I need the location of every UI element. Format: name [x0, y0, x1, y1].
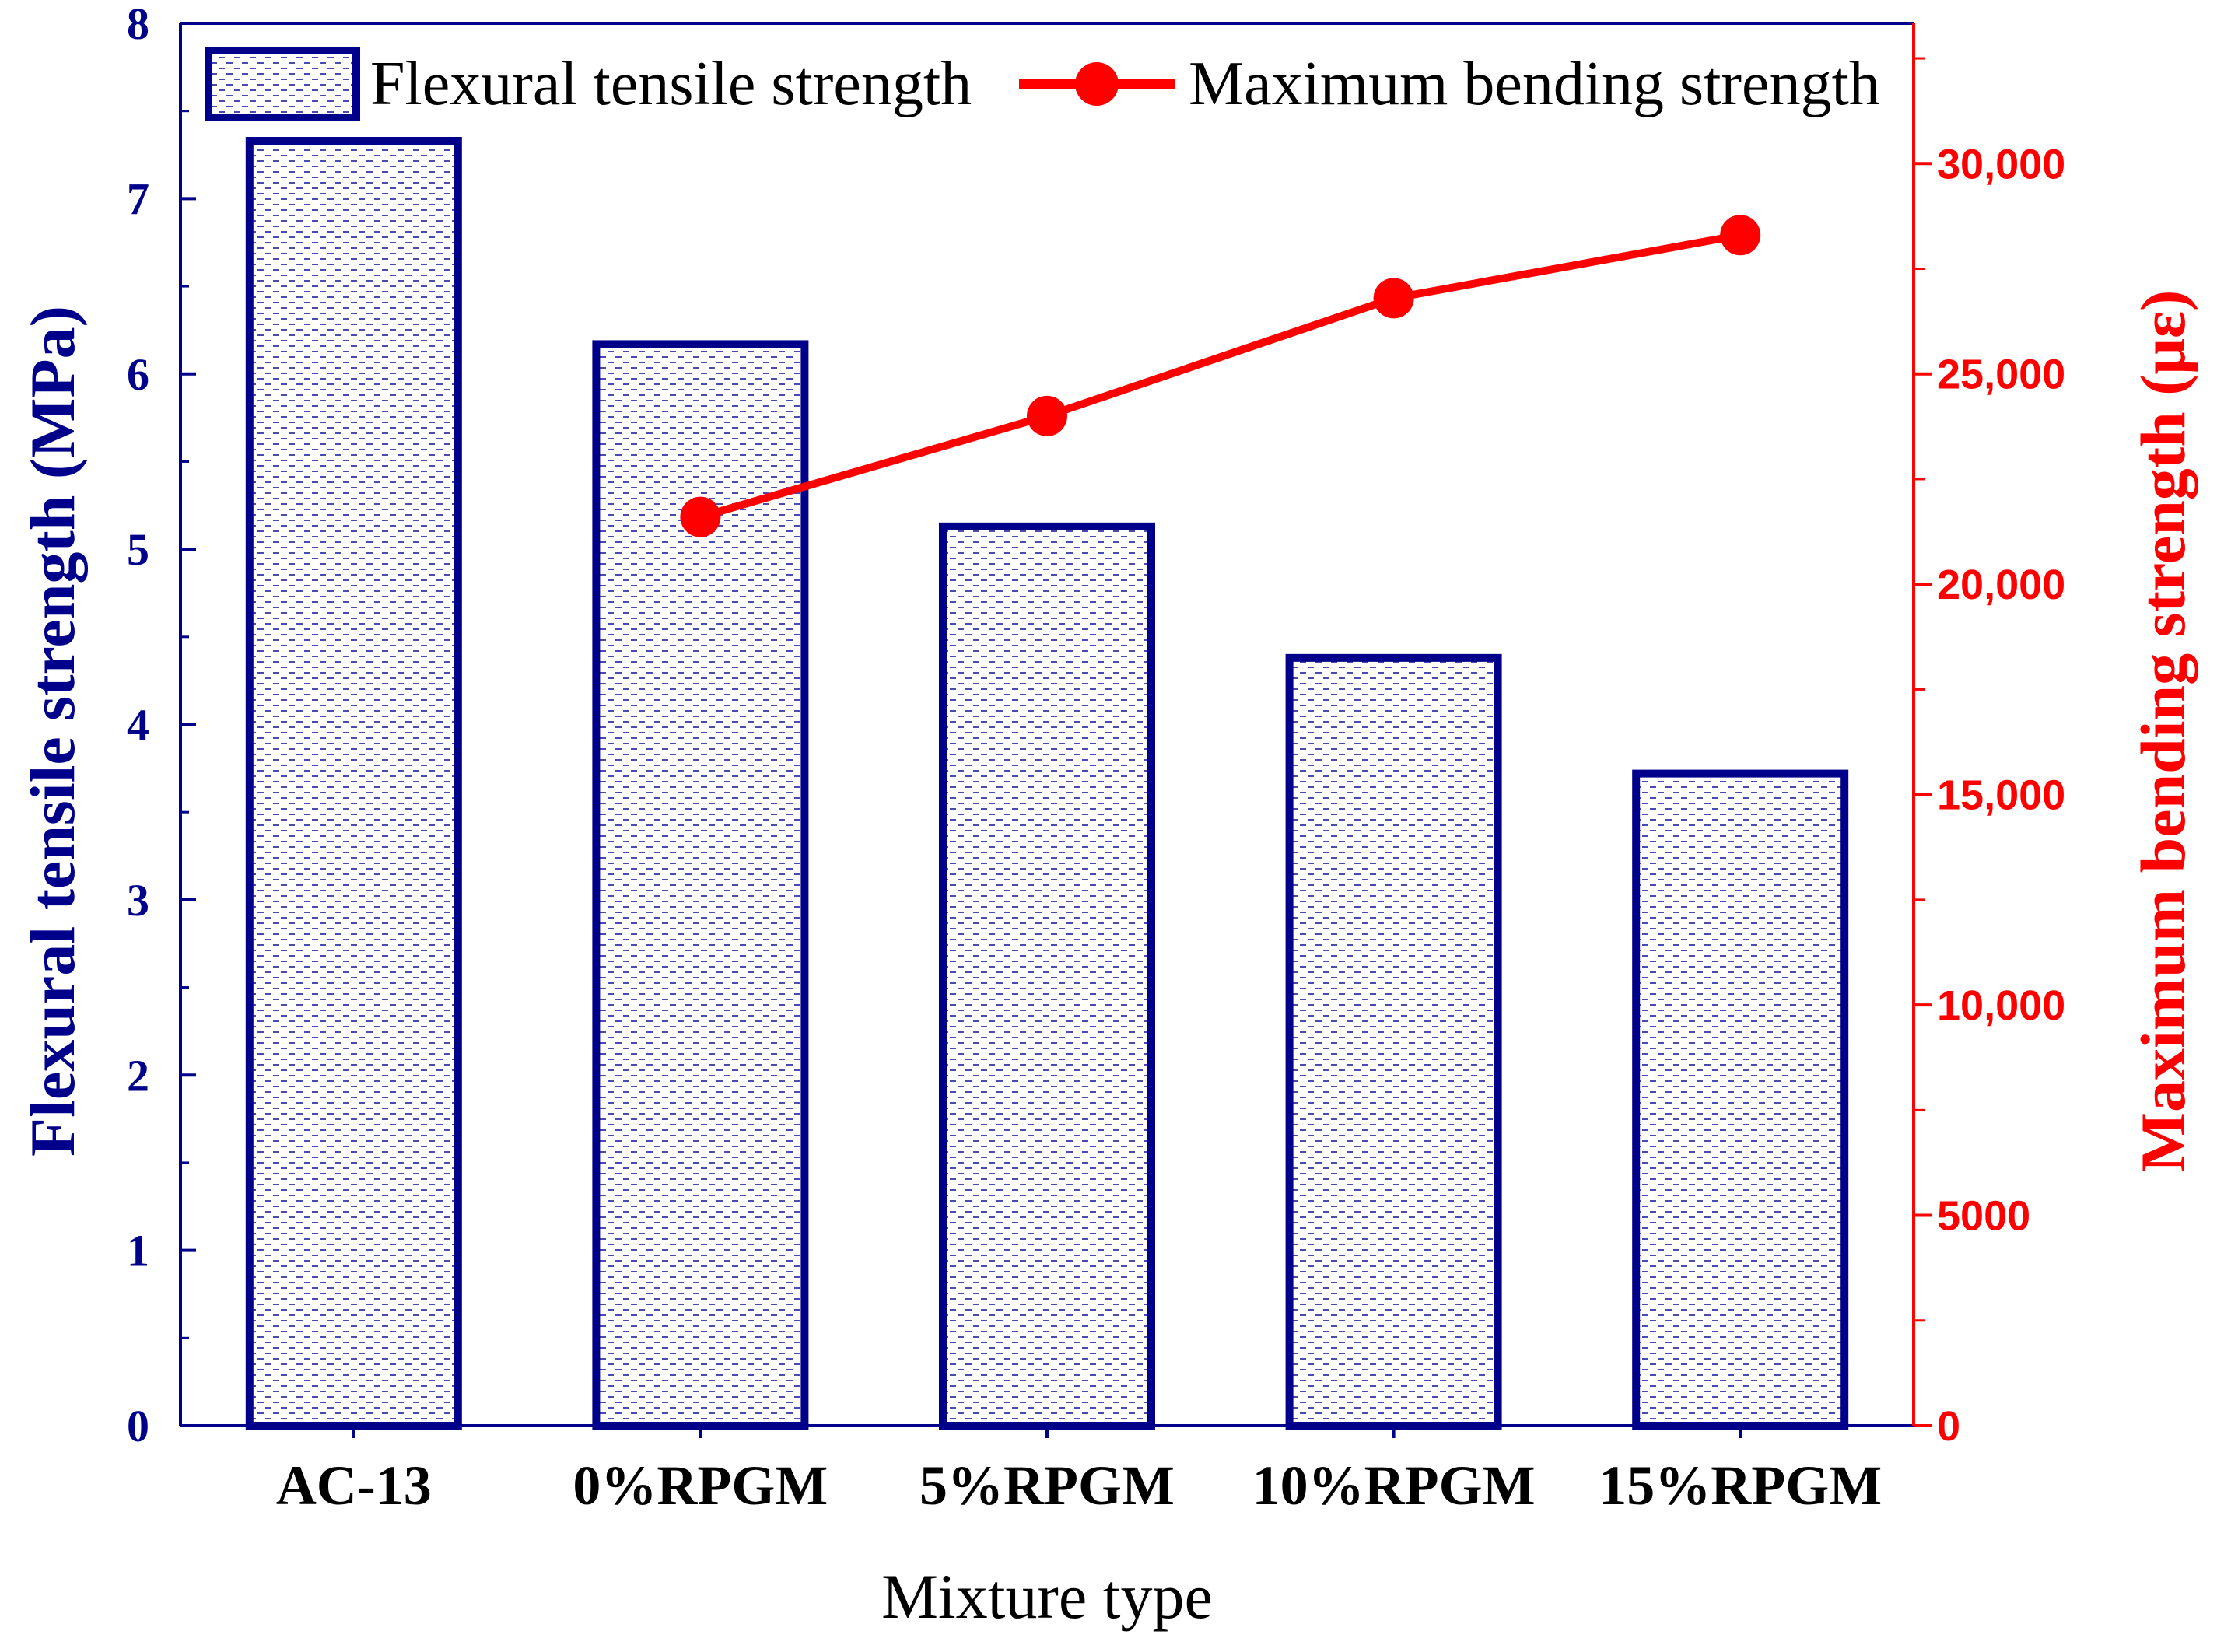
y-left-tick-label: 0 — [127, 1401, 149, 1451]
legend: Flexural tensile strength Maximum bendin… — [205, 47, 1880, 121]
line-series — [680, 215, 1761, 537]
bending-strength-point-1 — [680, 496, 721, 537]
legend-bar-label: Flexural tensile strength — [370, 50, 972, 118]
y-right-tick-label: 15,000 — [1937, 772, 2065, 819]
y-right-tick-label: 5000 — [1937, 1193, 2030, 1240]
legend-line-label: Maximum bending strength — [1189, 50, 1880, 118]
y-left-tick-label: 3 — [127, 875, 149, 926]
y-right-tick-label: 0 — [1937, 1403, 1960, 1450]
legend-line-marker — [1075, 62, 1119, 106]
bar-4 — [1285, 653, 1502, 1430]
bending-strength-point-3 — [1373, 278, 1414, 319]
y-axis-label-right: Maximum bending strength (με) — [2128, 290, 2198, 1173]
y-left-tick-label: 8 — [127, 0, 149, 49]
bar-5 — [1632, 769, 1849, 1430]
bar-1 — [245, 137, 462, 1430]
y-left-tick-label: 5 — [127, 524, 149, 575]
x-tick-label: 10%RPGM — [1252, 1454, 1536, 1517]
y-right-tick-label: 25,000 — [1937, 352, 2065, 398]
y-right-tick-label: 30,000 — [1937, 141, 2065, 187]
x-tick-label: 15%RPGM — [1599, 1454, 1882, 1517]
tick-labels: 0 1 2 3 4 5 6 7 8 0 5000 10,000 15,000 20,000 25,000 30… — [127, 0, 2065, 1517]
bending-strength-point-4 — [1720, 215, 1761, 256]
y-right-tick-label: 20,000 — [1937, 562, 2065, 608]
x-tick-label: 5%RPGM — [919, 1454, 1175, 1517]
bending-strength-point-2 — [1027, 395, 1067, 436]
y-left-tick-label: 4 — [127, 700, 149, 751]
y-right-tick-label: 10,000 — [1937, 982, 2065, 1029]
x-tick-label: AC-13 — [276, 1454, 432, 1517]
x-tick-label: 0%RPGM — [573, 1454, 828, 1517]
y-left-tick-label: 1 — [127, 1226, 149, 1276]
y-left-tick-label: 7 — [127, 173, 149, 224]
y-left-tick-label: 2 — [127, 1050, 149, 1101]
y-axis-label-left: Flexural tensile strength (MPa) — [17, 306, 88, 1157]
bar-3 — [939, 522, 1155, 1430]
legend-bar-swatch — [205, 47, 360, 121]
y-left-tick-label: 6 — [127, 349, 149, 400]
bending-strength-line — [699, 231, 1742, 521]
x-axis-label: Mixture type — [881, 1561, 1213, 1632]
bar-series — [245, 137, 1849, 1430]
axes — [179, 22, 1932, 1438]
